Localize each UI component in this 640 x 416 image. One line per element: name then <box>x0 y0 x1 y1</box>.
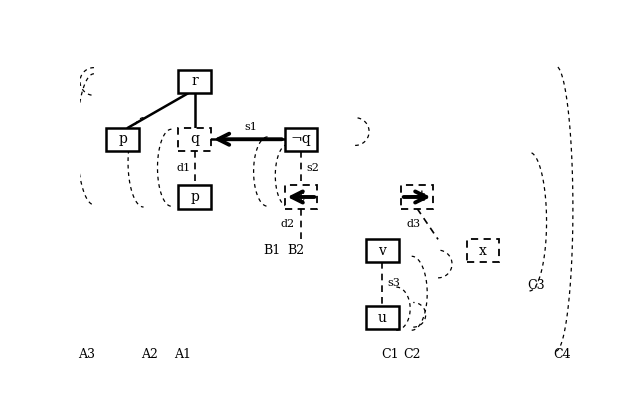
Text: v: v <box>378 244 386 258</box>
FancyBboxPatch shape <box>366 306 399 329</box>
Text: s2: s2 <box>306 163 319 173</box>
FancyBboxPatch shape <box>401 186 433 208</box>
Text: q: q <box>190 132 199 146</box>
Text: s3: s3 <box>387 278 400 288</box>
FancyBboxPatch shape <box>179 186 211 208</box>
Text: t: t <box>298 190 303 204</box>
FancyBboxPatch shape <box>285 186 317 208</box>
FancyBboxPatch shape <box>106 128 139 151</box>
Text: r: r <box>191 74 198 89</box>
Text: ¬q: ¬q <box>291 132 311 146</box>
FancyBboxPatch shape <box>179 70 211 93</box>
FancyBboxPatch shape <box>285 128 317 151</box>
Text: s1: s1 <box>244 121 257 131</box>
Text: B1: B1 <box>264 244 281 258</box>
FancyBboxPatch shape <box>366 239 399 262</box>
Text: C4: C4 <box>553 348 571 362</box>
Text: C2: C2 <box>403 348 420 362</box>
Text: p: p <box>190 190 199 204</box>
FancyBboxPatch shape <box>179 128 211 151</box>
Text: d3: d3 <box>406 219 420 229</box>
Text: d1: d1 <box>176 163 190 173</box>
Text: B2: B2 <box>287 244 304 258</box>
Text: p: p <box>118 132 127 146</box>
Text: C3: C3 <box>527 279 545 292</box>
Text: A1: A1 <box>175 348 191 362</box>
Text: A3: A3 <box>77 348 95 362</box>
Text: x: x <box>479 244 487 258</box>
Text: ¬t: ¬t <box>408 190 426 204</box>
Text: d2: d2 <box>280 219 295 229</box>
FancyBboxPatch shape <box>467 239 499 262</box>
Text: C1: C1 <box>381 348 399 362</box>
Text: A2: A2 <box>141 348 158 362</box>
Text: u: u <box>378 311 387 325</box>
